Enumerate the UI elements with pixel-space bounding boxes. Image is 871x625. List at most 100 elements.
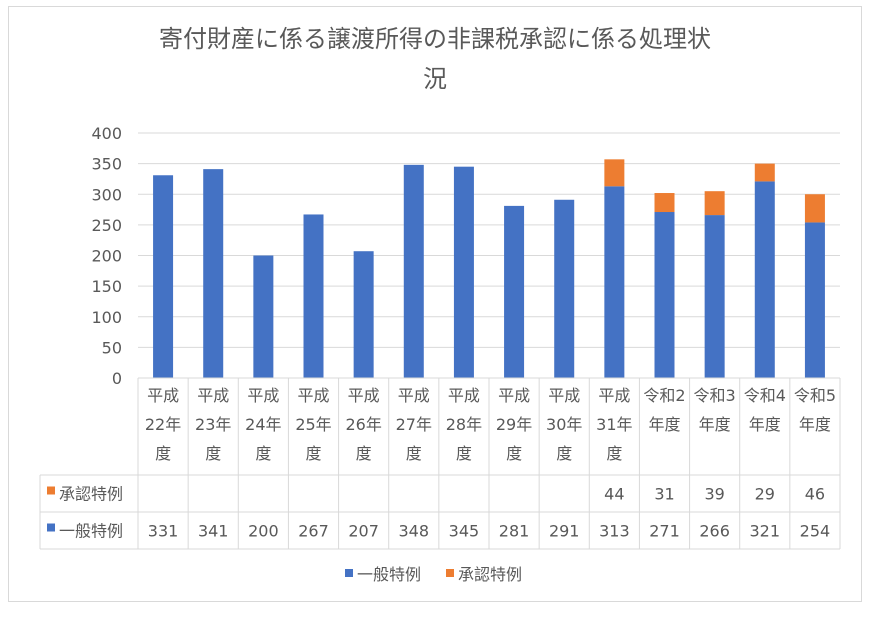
bar-approved [654,193,675,213]
data-label: 281 [499,522,530,541]
bar-approved [604,159,625,187]
bar-approved [754,163,775,182]
bar-general [554,199,575,378]
table-legend-key [47,486,55,495]
bar-general [403,164,424,378]
x-tick-label: 28年 [446,415,482,434]
data-label: 267 [298,522,329,541]
data-label: 39 [704,485,724,504]
y-tick-label: 400 [91,124,122,143]
x-tick-label: 年度 [648,415,680,434]
y-tick-label: 300 [91,185,122,204]
y-tick-label: 200 [91,247,122,266]
y-tick-label: 150 [91,277,122,296]
x-tick-label: 度 [155,444,171,463]
bar-general [654,212,675,378]
legend-key-approved [446,569,454,577]
bar-general [253,255,274,378]
x-tick-label: 29年 [496,415,532,434]
bar-general [153,175,174,378]
x-tick-label: 30年 [546,415,582,434]
x-tick-label: 度 [356,444,372,463]
x-tick-label: 23年 [195,415,231,434]
data-label: 266 [699,522,730,541]
x-tick-label: 平成 [448,386,480,405]
bar-general [453,166,474,378]
legend-label-approved: 承認特例 [458,565,522,584]
chart-title-line: 況 [423,65,447,93]
bar-general [203,169,224,378]
data-label: 345 [449,522,480,541]
y-tick-label: 350 [91,155,122,174]
x-tick-label: 24年 [245,415,281,434]
x-tick-label: 27年 [396,415,432,434]
bar-general [804,222,825,378]
x-tick-label: 平成 [297,386,329,405]
data-label: 200 [248,522,279,541]
data-label: 31 [654,485,674,504]
bar-general [604,186,625,378]
legend-key-general [345,569,353,577]
data-label: 341 [198,522,229,541]
x-tick-label: 31年 [596,415,632,434]
data-label: 331 [148,522,179,541]
x-tick-label: 年度 [799,415,831,434]
y-tick-label: 250 [91,216,122,235]
bar-general [303,214,324,378]
legend-label-general: 一般特例 [357,565,421,584]
x-tick-label: 令和2 [643,386,685,405]
data-label: 348 [399,522,430,541]
x-tick-label: 平成 [147,386,179,405]
x-tick-label: 令和5 [794,386,836,405]
x-tick-label: 度 [255,444,271,463]
data-label: 44 [604,485,624,504]
y-tick-label: 100 [91,308,122,327]
bar-general [704,215,725,378]
x-tick-label: 平成 [598,386,630,405]
x-tick-label: 26年 [345,415,381,434]
legend: 一般特例 承認特例 [345,565,522,584]
x-tick-label: 度 [556,444,572,463]
data-label: 313 [599,522,630,541]
x-tick-label: 年度 [749,415,781,434]
bar-approved [704,191,725,216]
data-label: 207 [348,522,379,541]
x-tick-label: 度 [456,444,472,463]
data-label: 46 [805,485,825,504]
x-tick-label: 平成 [247,386,279,405]
x-tick-label: 平成 [398,386,430,405]
y-tick-label: 50 [102,338,122,357]
x-tick-label: 平成 [498,386,530,405]
bar-general [754,181,775,378]
data-label: 321 [750,522,781,541]
data-label: 291 [549,522,580,541]
x-tick-label: 平成 [348,386,380,405]
y-axis: 0 50 100 150 200 250 300 350 400 [91,124,122,388]
x-tick-label: 度 [406,444,422,463]
x-tick-label: 25年 [295,415,331,434]
bars [153,159,825,378]
y-tick-label: 0 [112,369,122,388]
chart-title-line: 寄付財産に係る譲渡所得の非課税承認に係る処理状 [159,25,711,53]
x-tick-label: 令和3 [694,386,736,405]
x-tick-label: 平成 [197,386,229,405]
table-legend-key [47,523,55,532]
table-row-header: 一般特例 [59,522,123,541]
x-tick-label: 度 [305,444,321,463]
bar-general [504,205,525,378]
bar-general [353,251,374,378]
x-tick-label: 令和4 [744,386,786,405]
data-label: 29 [755,485,775,504]
x-tick-label: 年度 [699,415,731,434]
bar-approved [804,194,825,223]
gridlines [138,132,840,348]
x-tick-label: 22年 [145,415,181,434]
x-tick-label: 度 [205,444,221,463]
table-row-header: 承認特例 [59,485,123,504]
data-label: 254 [800,522,831,541]
x-tick-label: 平成 [548,386,580,405]
x-tick-label: 度 [506,444,522,463]
